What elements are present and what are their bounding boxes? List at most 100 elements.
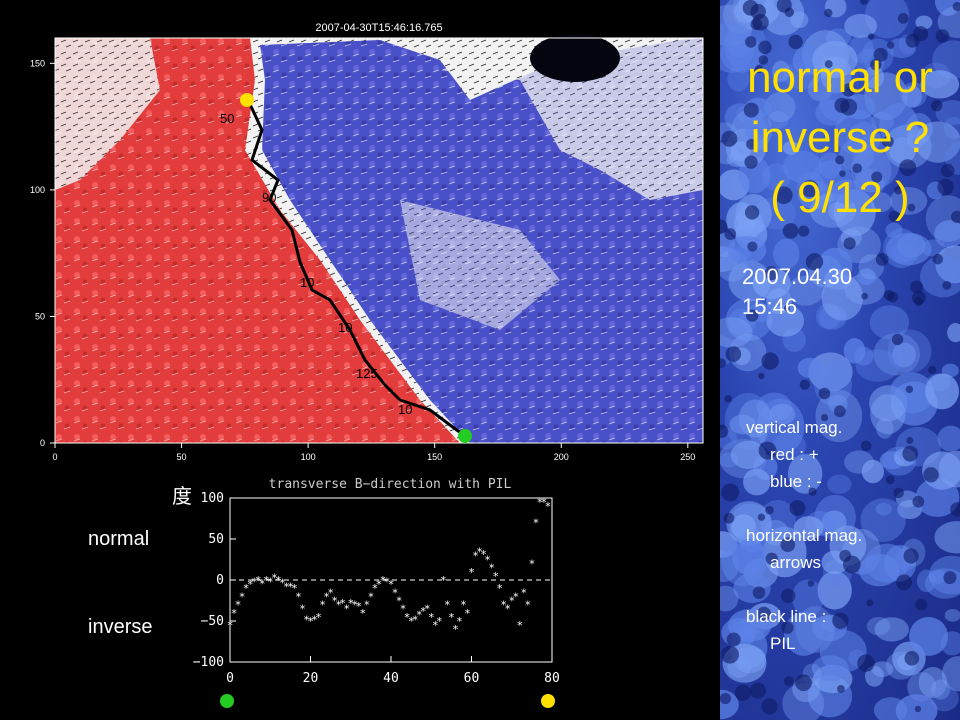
plot-y-label: 度 — [172, 484, 192, 508]
data-point: * — [537, 496, 544, 509]
intergranular-lane — [870, 58, 882, 71]
intergranular-lane — [783, 305, 790, 312]
legend-arrows-line: arrows — [770, 553, 822, 572]
intergranular-lane — [906, 436, 914, 445]
map-timestamp: 2007-04-30T15:46:16.765 — [315, 22, 442, 34]
intergranular-lane — [896, 574, 913, 591]
legend-red-line: red : + — [770, 445, 819, 464]
intergranular-lane — [720, 358, 726, 368]
granule — [947, 323, 960, 343]
normal-label: normal — [88, 528, 150, 550]
granule — [925, 195, 960, 242]
sidebar: normal or inverse ? ( 9/12 ) 2007.04.30 … — [720, 0, 960, 720]
intergranular-lane — [932, 253, 944, 265]
granule — [831, 179, 863, 205]
data-point: * — [343, 603, 350, 616]
intergranular-lane — [824, 8, 833, 18]
data-point: * — [440, 574, 447, 587]
intergranular-lane — [867, 33, 875, 40]
plot-axes: 0 20 40 60 80 100 50 0 −50 −100 — [193, 491, 560, 686]
granule — [812, 41, 858, 79]
intergranular-lane — [765, 552, 778, 565]
data-point: * — [480, 548, 487, 561]
intergranular-lane — [788, 34, 803, 50]
plot-y-tick-label: −50 — [201, 614, 224, 629]
intergranular-lane — [758, 441, 777, 460]
granule — [874, 617, 909, 642]
intergranular-lane — [861, 292, 869, 300]
intergranular-lane — [746, 138, 757, 150]
intergranular-lane — [758, 55, 769, 65]
granule — [720, 317, 753, 348]
intergranular-lane — [882, 135, 894, 148]
legend-pil-heading: black line : — [746, 607, 827, 626]
granule — [899, 82, 927, 108]
intergranular-lane — [832, 612, 849, 629]
map-y-axis: 0 50 100 150 — [30, 58, 55, 448]
intergranular-lane — [720, 692, 731, 705]
yellow-marker — [240, 93, 254, 107]
data-point: * — [255, 574, 262, 587]
intergranular-lane — [801, 179, 819, 198]
intergranular-lane — [754, 64, 764, 74]
intergranular-lane — [808, 487, 817, 496]
slide-title: normal or inverse ? ( 9/12 ) — [720, 48, 960, 228]
data-point: * — [428, 611, 435, 624]
intergranular-lane — [904, 651, 920, 666]
granule — [870, 192, 892, 213]
granule — [834, 109, 878, 155]
legend-spacer-2 — [746, 576, 862, 603]
intergranular-lane — [839, 170, 846, 177]
intergranular-lane — [893, 487, 904, 499]
intergranular-lane — [761, 352, 779, 370]
data-point: * — [492, 570, 499, 583]
intergranular-lane — [841, 83, 856, 97]
data-point: * — [315, 611, 322, 624]
scatter-plot: transverse B−direction with PIL 0 20 40 60 8… — [193, 477, 560, 708]
data-point: * — [307, 615, 314, 628]
granule — [729, 333, 767, 372]
pil-label: 50 — [220, 111, 234, 126]
weak-field-fibrils — [440, 38, 703, 200]
pil-label: 10 — [398, 402, 412, 417]
intergranular-lane — [782, 223, 799, 239]
data-point: * — [347, 597, 354, 610]
granule — [884, 124, 932, 169]
data-point: * — [396, 595, 403, 608]
intergranular-lane — [952, 2, 960, 12]
intergranular-lane — [836, 685, 845, 693]
granule — [885, 232, 932, 266]
data-point: * — [504, 603, 511, 616]
pil-labels: 50 90 10 10 125 10 — [220, 111, 412, 417]
data-point: * — [472, 549, 479, 562]
intergranular-lane — [818, 387, 831, 400]
intergranular-lane — [950, 210, 960, 223]
title-line-2: inverse ? — [750, 113, 930, 162]
data-point: * — [508, 595, 515, 608]
intergranular-lane — [761, 698, 778, 715]
map-y-tick-label: 100 — [30, 185, 45, 195]
intergranular-lane — [723, 512, 735, 524]
map-x-tick-label: 150 — [427, 452, 442, 462]
data-point: * — [512, 590, 519, 603]
intergranular-lane — [903, 548, 919, 564]
intergranular-lane — [940, 163, 955, 178]
green-marker — [458, 429, 472, 443]
intergranular-lane — [873, 47, 888, 62]
data-point: * — [327, 586, 334, 599]
data-point: * — [364, 599, 371, 612]
data-point: * — [243, 582, 250, 595]
granule — [743, 468, 771, 496]
data-point: * — [331, 595, 338, 608]
intergranular-lane — [774, 186, 793, 205]
intergranular-lane — [765, 505, 774, 515]
granule — [732, 539, 767, 576]
inverse-label: inverse — [88, 616, 153, 638]
intergranular-lane — [824, 60, 833, 69]
data-point: * — [319, 599, 326, 612]
intergranular-lane — [799, 379, 810, 390]
intergranular-lane — [752, 586, 766, 599]
intergranular-lane — [758, 40, 772, 55]
data-point: * — [279, 576, 286, 589]
